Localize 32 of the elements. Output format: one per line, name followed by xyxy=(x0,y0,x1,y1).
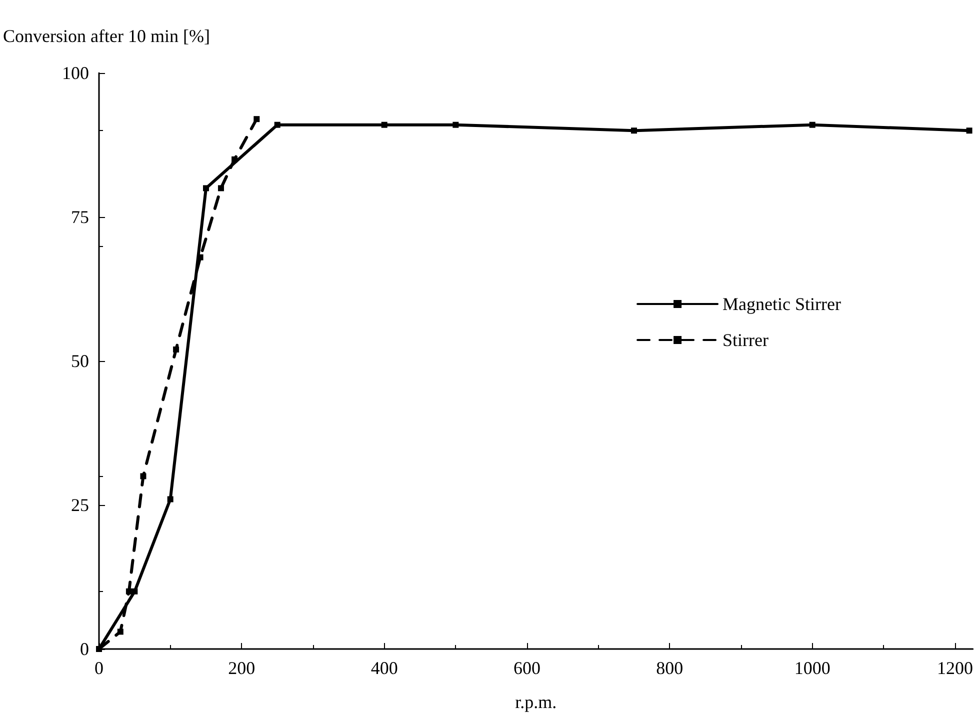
point xyxy=(117,628,124,635)
point xyxy=(132,588,138,594)
x-tick-label: 200 xyxy=(228,658,256,678)
point xyxy=(274,122,280,128)
point xyxy=(167,496,174,502)
point xyxy=(631,128,638,134)
x-tick-label: 0 xyxy=(94,658,104,678)
point xyxy=(966,128,972,134)
y-tick-label: 0 xyxy=(80,639,89,659)
x-tick-label: 400 xyxy=(370,658,398,678)
legend-label: Magnetic Stirrer xyxy=(722,294,842,314)
x-tick-label: 800 xyxy=(656,658,684,678)
x-tick-label: 1200 xyxy=(937,658,974,678)
point xyxy=(140,473,146,480)
legend-label: Stirrer xyxy=(722,330,769,350)
y-tick-label: 100 xyxy=(62,63,89,83)
point xyxy=(218,185,224,192)
point xyxy=(254,116,260,122)
point xyxy=(452,122,459,128)
point xyxy=(232,156,238,162)
x-axis-title: r.p.m. xyxy=(515,692,557,712)
point xyxy=(173,346,180,352)
y-tick-label: 75 xyxy=(71,207,89,227)
y-axis-title: Conversion after 10 min [%] xyxy=(3,26,210,46)
x-tick-label: 600 xyxy=(514,658,541,678)
point xyxy=(809,122,816,128)
point xyxy=(203,185,210,192)
point xyxy=(126,588,132,594)
point xyxy=(381,122,388,128)
y-tick-label: 50 xyxy=(71,351,89,371)
y-tick-label: 25 xyxy=(71,495,89,515)
x-tick-label: 1000 xyxy=(794,658,830,678)
